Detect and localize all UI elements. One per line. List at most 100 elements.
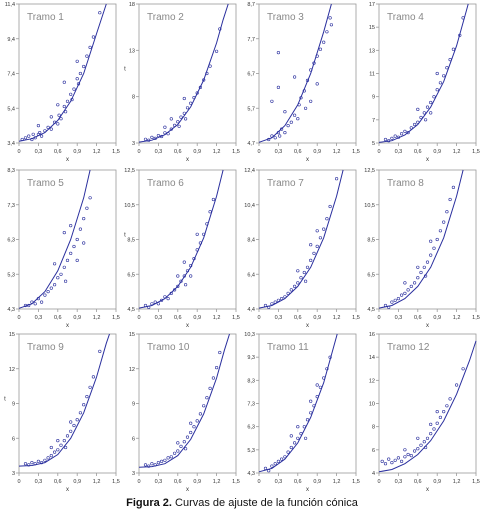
data-point bbox=[208, 64, 212, 68]
data-point bbox=[198, 85, 202, 89]
x-axis-label: x bbox=[66, 487, 69, 493]
x-tick-label: 0,9 bbox=[313, 315, 321, 321]
x-tick-label: 1,2 bbox=[213, 149, 221, 155]
y-tick-label: 12 bbox=[369, 378, 375, 384]
data-point bbox=[30, 137, 34, 142]
data-point bbox=[309, 258, 313, 263]
data-point bbox=[65, 434, 70, 438]
data-point bbox=[422, 440, 426, 444]
data-point bbox=[318, 385, 323, 389]
data-point bbox=[403, 281, 407, 285]
data-point bbox=[33, 136, 37, 140]
y-tick-label: 6,7 bbox=[247, 72, 255, 78]
data-point bbox=[173, 451, 177, 455]
fit-curve bbox=[18, 169, 91, 309]
data-point bbox=[276, 459, 281, 464]
plot-frame bbox=[138, 333, 237, 474]
data-point bbox=[422, 265, 426, 269]
data-point bbox=[75, 77, 79, 81]
data-point bbox=[304, 279, 308, 283]
data-point bbox=[413, 122, 417, 127]
data-point bbox=[409, 454, 413, 458]
data-point bbox=[413, 281, 417, 285]
data-point bbox=[273, 462, 277, 466]
data-point bbox=[202, 232, 206, 236]
data-point bbox=[299, 276, 303, 280]
data-point bbox=[163, 125, 167, 129]
data-point bbox=[49, 286, 53, 290]
x-tick-label: 0,6 bbox=[294, 149, 302, 155]
y-tick-label: 15 bbox=[9, 332, 15, 338]
data-point bbox=[52, 283, 57, 287]
data-point bbox=[184, 283, 188, 287]
data-point bbox=[315, 244, 319, 248]
y-tick-label: 10,4 bbox=[244, 203, 255, 209]
data-point bbox=[169, 455, 173, 459]
y-tick-label: 13 bbox=[129, 48, 135, 54]
data-point bbox=[458, 33, 462, 37]
x-tick-label: 1,5 bbox=[352, 315, 360, 321]
data-point bbox=[166, 456, 170, 460]
data-point bbox=[309, 243, 313, 247]
data-point bbox=[445, 404, 449, 408]
data-point bbox=[82, 241, 86, 245]
data-point bbox=[184, 117, 188, 121]
data-point bbox=[315, 54, 319, 58]
data-point bbox=[448, 397, 452, 401]
data-point bbox=[52, 450, 57, 454]
x-tick-label: 1,5 bbox=[472, 315, 480, 321]
data-point bbox=[88, 196, 92, 200]
y-tick-label: 12,5 bbox=[124, 168, 135, 174]
data-point bbox=[289, 434, 293, 438]
figure-caption-label: Figura 2. bbox=[126, 497, 172, 509]
chart-title: Tramo 7 bbox=[267, 178, 304, 189]
data-point bbox=[429, 432, 433, 436]
data-point bbox=[195, 232, 199, 236]
data-point bbox=[43, 129, 47, 133]
y-tick-label: 6 bbox=[12, 436, 15, 442]
chart-title: Tramo 5 bbox=[27, 178, 64, 189]
y-tick-label: 6,5 bbox=[367, 272, 375, 278]
data-point bbox=[286, 450, 290, 454]
y-tick-label: 15 bbox=[129, 332, 135, 338]
data-point bbox=[218, 27, 222, 31]
x-axis-label: x bbox=[186, 487, 189, 493]
data-point bbox=[406, 131, 410, 135]
data-point bbox=[387, 457, 391, 461]
data-point bbox=[56, 122, 60, 126]
x-tick-label: 0,3 bbox=[275, 315, 283, 321]
data-point bbox=[280, 127, 284, 131]
x-tick-label: 0,9 bbox=[313, 149, 321, 155]
y-tick-label: 10,5 bbox=[124, 203, 135, 209]
data-point bbox=[198, 412, 202, 416]
x-tick-label: 0,3 bbox=[35, 479, 43, 485]
y-tick-label: 9,4 bbox=[7, 37, 15, 43]
data-point bbox=[403, 448, 407, 452]
chart-title: Tramo 2 bbox=[147, 12, 184, 23]
data-point bbox=[435, 410, 439, 414]
data-point bbox=[270, 134, 274, 138]
data-point bbox=[425, 105, 430, 109]
data-point bbox=[46, 456, 50, 460]
x-tick-label: 0,6 bbox=[414, 315, 422, 321]
data-point bbox=[429, 239, 433, 243]
data-point bbox=[263, 303, 268, 308]
data-point bbox=[296, 269, 300, 273]
data-point bbox=[82, 217, 86, 221]
fit-curve bbox=[378, 340, 477, 473]
data-point bbox=[75, 237, 79, 242]
data-point bbox=[185, 435, 190, 439]
chart-title: Tramo 3 bbox=[267, 12, 304, 23]
data-point bbox=[176, 441, 180, 445]
data-point bbox=[335, 177, 339, 181]
data-point bbox=[184, 447, 188, 451]
x-tick-label: 1,2 bbox=[453, 479, 461, 485]
chart-panel-2: 0 0,3 0,6 0,9 1,2 1,5 3 8 13 18 x t Tramo 2 bbox=[124, 2, 240, 163]
data-point bbox=[147, 138, 151, 142]
y-tick-label: 15 bbox=[369, 25, 375, 31]
data-point bbox=[56, 276, 60, 280]
data-point bbox=[49, 127, 53, 131]
data-point bbox=[406, 288, 410, 292]
data-point bbox=[432, 246, 436, 250]
data-point bbox=[435, 71, 439, 76]
